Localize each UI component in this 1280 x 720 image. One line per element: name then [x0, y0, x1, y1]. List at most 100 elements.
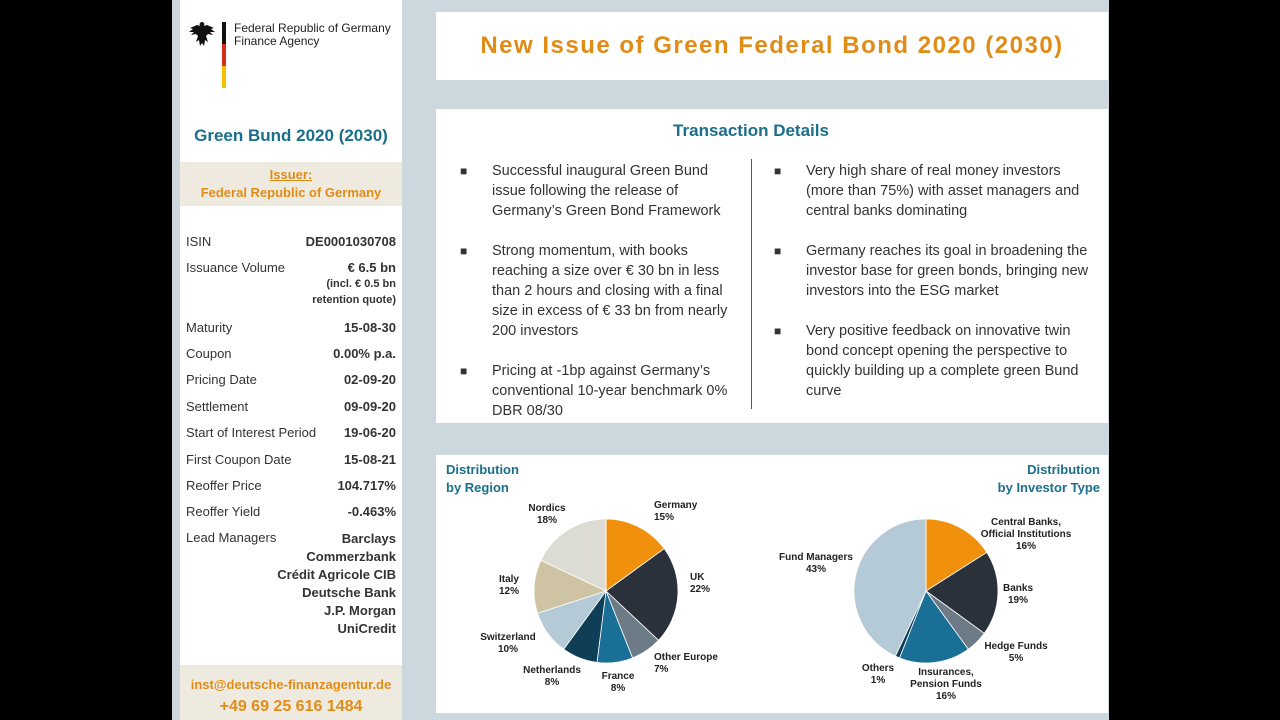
bullet-square-icon: ■ [460, 164, 468, 178]
term-label: Lead Managers [186, 530, 277, 545]
issuer-box: Issuer: Federal Republic of Germany [180, 162, 402, 206]
investor-title-line2: by Investor Type [997, 480, 1100, 495]
term-value: 09-09-20 [343, 399, 396, 414]
bullet-text: Very high share of real money investors … [806, 163, 1080, 219]
contact-phone[interactable]: +49 69 25 616 1484 [219, 698, 363, 715]
issuer-label: Issuer: [269, 167, 313, 182]
bullet-item: ■ Very positive feedback on innovative tw… [774, 321, 1094, 401]
term-label: Start of Interest Period [186, 425, 317, 440]
column-divider [751, 159, 752, 409]
investor-slice-label: Fund Managers 43% [779, 552, 853, 575]
investor-pie-slice [925, 551, 999, 634]
investor-slice-label: Others 1% [862, 663, 895, 686]
bullet-item: ■ Strong momentum, with books reaching a … [460, 241, 740, 341]
region-slice-label: Switzerland 10% [480, 632, 536, 655]
lead-manager: Commerzbank [306, 549, 396, 564]
issuance-note: (incl. € 0.5 bn retention quote) [312, 276, 396, 308]
term-label: First Coupon Date [186, 452, 292, 467]
bullet-square-icon: ■ [774, 244, 782, 258]
bullet-square-icon: ■ [774, 324, 782, 338]
region-pie-slice [605, 518, 665, 592]
region-slice-label: UK 22% [690, 572, 710, 595]
investor-slice-label: Central Banks, Official Institutions 16% [981, 517, 1072, 552]
details-title: Transaction Details [673, 121, 829, 140]
term-value: 02-09-20 [343, 372, 396, 387]
bullet-text: Successful inaugural Green Bund issue fo… [492, 163, 721, 219]
investor-pie-slice [853, 518, 927, 657]
page-title: New Issue of Green Federal Bond 2020 (20… [480, 32, 1064, 59]
transaction-details-panel: Transaction Details ■ Successful inaugura… [436, 109, 1108, 423]
pie-charts: Germany 15% UK 22% Other Europe 7% France 8% Net… [480, 500, 1072, 702]
bullet-text: Pricing at -1bp against Germany’s conven… [492, 363, 728, 419]
investor-slice-label: Hedge Funds 5% [984, 641, 1048, 664]
region-slice-label: Other Europe 7% [654, 652, 718, 675]
term-label: Pricing Date [186, 372, 257, 387]
agency-name-line2: Finance Agency [234, 34, 320, 48]
lead-manager: Crédit Agricole CIB [277, 567, 396, 582]
investor-slice-label: Insurances, Pension Funds 16% [910, 667, 982, 702]
term-value: 0.00% p.a. [333, 346, 396, 361]
term-label: Coupon [186, 346, 232, 361]
region-chart-title: Distribution by Region [446, 461, 519, 497]
term-value: 19-06-20 [343, 425, 396, 440]
issuance-note-line1: (incl. € 0.5 bn [326, 278, 396, 290]
region-pie-slice [540, 518, 607, 592]
bullet-item: ■ Successful inaugural Green Bund issue f… [460, 161, 740, 221]
term-label: Reoffer Price [186, 478, 262, 493]
investor-chart-title: Distribution by Investor Type [998, 461, 1100, 497]
agency-name: Federal Republic of Germany Finance Agen… [234, 22, 391, 48]
bullet-item: ■ Very high share of real money investors… [774, 161, 1094, 221]
bullet-square-icon: ■ [774, 164, 782, 178]
term-value: 15-08-30 [343, 320, 396, 335]
region-slice-label: Nordics 18% [528, 503, 566, 526]
term-label: Reoffer Yield [186, 504, 261, 519]
investor-slice-label: Banks 19% [1003, 583, 1033, 606]
term-label: Maturity [186, 320, 233, 335]
region-slice-label: Netherlands 8% [523, 665, 581, 688]
bullets-left: ■ Successful inaugural Green Bund issue f… [460, 161, 740, 441]
lead-manager: UniCredit [337, 621, 397, 636]
term-value: DE0001030708 [305, 234, 396, 249]
region-pie-slice [605, 548, 679, 641]
bullet-text: Germany reaches its goal in broadening t… [806, 243, 1089, 299]
term-value: 104.717% [337, 478, 396, 493]
region-slice-label: Germany 15% [654, 500, 698, 523]
bullets-right: ■ Very high share of real money investors… [774, 161, 1094, 421]
contact-box: inst@deutsche-finanzagentur.de +49 69 25… [180, 665, 402, 720]
bullet-square-icon: ■ [460, 364, 468, 378]
lead-manager: Deutsche Bank [302, 585, 396, 600]
bullet-text: Strong momentum, with books reaching a s… [492, 243, 728, 339]
investor-pie-slice [898, 590, 969, 664]
slide: Federal Republic of Germany Finance Agen… [172, 0, 1109, 720]
investor-pie-slice [925, 518, 988, 592]
region-slice-label: Italy 12% [499, 574, 519, 597]
lead-manager: Barclays [341, 531, 396, 546]
region-title-line1: Distribution [446, 462, 519, 477]
bullet-square-icon: ■ [460, 244, 468, 258]
issuance-note-line2: retention quote) [312, 294, 396, 306]
german-flag-bar [222, 22, 226, 88]
bund-title: Green Bund 2020 (2030) [194, 126, 388, 145]
region-slice-label: France 8% [602, 671, 635, 694]
bullet-item: ■ Germany reaches its goal in broadening … [774, 241, 1094, 301]
lead-manager: J.P. Morgan [323, 603, 396, 618]
contact-email[interactable]: inst@deutsche-finanzagentur.de [190, 677, 392, 692]
term-value: € 6.5 bn [347, 260, 396, 275]
term-value: -0.463% [347, 504, 396, 519]
term-value: 15-08-21 [343, 452, 396, 467]
bullet-item: ■ Pricing at -1bp against Germany’s conve… [460, 361, 740, 421]
issuer-value: Federal Republic of Germany [200, 185, 382, 200]
term-label: Issuance Volume [186, 260, 286, 275]
investor-title-line1: Distribution [1027, 462, 1100, 477]
region-title-line2: by Region [446, 480, 509, 495]
federal-eagle-icon [189, 22, 215, 46]
sidebar: Federal Republic of Germany Finance Agen… [180, 0, 402, 720]
agency-logo: Federal Republic of Germany Finance Agen… [188, 20, 398, 90]
term-label: ISIN [186, 234, 212, 249]
title-panel: New Issue of Green Federal Bond 2020 (20… [436, 12, 1108, 80]
lead-managers-list: Barclays Commerzbank Crédit Agricole CIB… [277, 530, 396, 638]
bullet-text: Very positive feedback on innovative twi… [806, 323, 1079, 399]
charts-panel: Distribution by Region Distribution by I… [436, 455, 1108, 713]
term-label: Settlement [186, 399, 249, 414]
agency-name-line1: Federal Republic of Germany [234, 21, 391, 35]
